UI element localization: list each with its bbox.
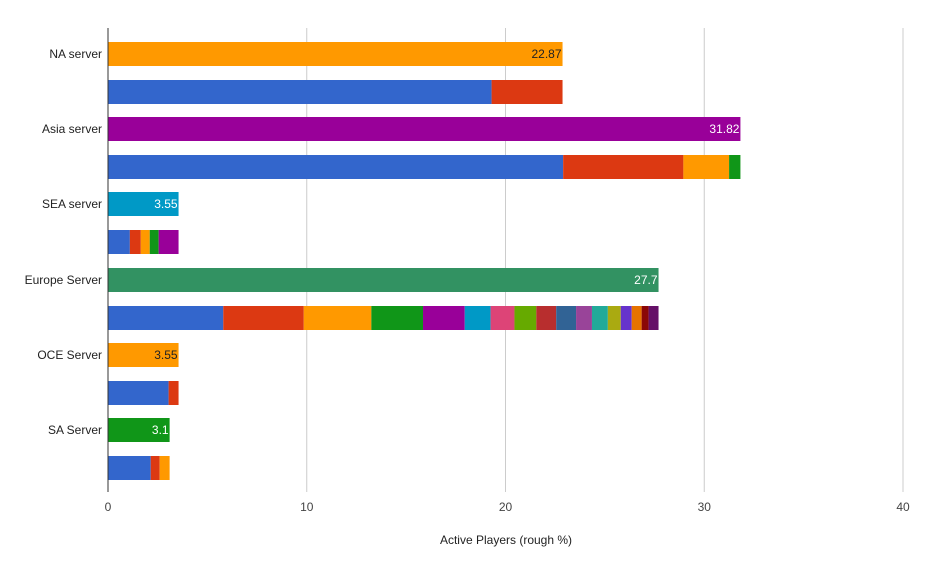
stacked-segment — [108, 381, 169, 405]
stacked-segment — [536, 306, 557, 330]
x-tick-label: 30 — [698, 500, 712, 514]
category-label: NA server — [49, 47, 102, 61]
stacked-segment — [129, 230, 141, 254]
stacked-segment — [158, 230, 179, 254]
stacked-segment — [168, 381, 179, 405]
bars: 22.87 31.82 3.55 27.7 3.55 3.1 — [108, 42, 741, 480]
stacked-segment — [620, 306, 632, 330]
stacked-segment — [648, 306, 659, 330]
stacked-segment — [729, 155, 741, 179]
stacked-segment — [490, 306, 515, 330]
category-label: Asia server — [42, 122, 102, 136]
stacked-segment — [303, 306, 372, 330]
stacked-segment — [556, 306, 577, 330]
x-axis-title: Active Players (rough %) — [440, 533, 572, 547]
category-labels: NA server Asia server SEA server Europe Ser… — [25, 47, 102, 437]
stacked-segment — [149, 230, 159, 254]
total-bar — [108, 42, 563, 66]
stacked-segment — [108, 155, 564, 179]
stacked-segment — [371, 306, 424, 330]
stacked-segment — [683, 155, 730, 179]
stacked-segment — [159, 456, 170, 480]
category-label: Europe Server — [25, 273, 102, 287]
stacked-segment — [591, 306, 608, 330]
data-label: 3.1 — [152, 423, 169, 437]
x-tick-label: 10 — [300, 500, 314, 514]
stacked-segment — [423, 306, 465, 330]
stacked-segment — [108, 230, 130, 254]
x-tick-label: 0 — [105, 500, 112, 514]
total-bar — [108, 268, 659, 292]
category-label: OCE Server — [37, 348, 102, 362]
stacked-segment — [108, 306, 224, 330]
category-label: SEA server — [42, 197, 102, 211]
category-label: SA Server — [48, 423, 102, 437]
stacked-segment — [108, 80, 492, 104]
x-tick-labels: 0 10 20 30 40 — [105, 500, 910, 514]
stacked-segment — [140, 230, 150, 254]
stacked-segment — [491, 80, 563, 104]
data-label: 3.55 — [154, 197, 178, 211]
total-bar — [108, 117, 741, 141]
data-label: 27.7 — [634, 273, 658, 287]
stacked-segment — [631, 306, 642, 330]
data-label: 22.87 — [532, 47, 562, 61]
total-bar — [108, 418, 170, 442]
total-bar — [108, 192, 179, 216]
stacked-segment — [108, 456, 151, 480]
stacked-segment — [464, 306, 491, 330]
data-label: 3.55 — [154, 348, 178, 362]
stacked-segment — [641, 306, 649, 330]
stacked-segment — [514, 306, 537, 330]
gridlines — [306, 28, 904, 492]
total-bar — [108, 343, 179, 367]
stacked-segment — [223, 306, 304, 330]
stacked-segment — [607, 306, 621, 330]
data-label: 31.82 — [709, 122, 739, 136]
stacked-segment — [150, 456, 160, 480]
x-tick-label: 40 — [896, 500, 910, 514]
x-tick-label: 20 — [499, 500, 513, 514]
stacked-segment — [563, 155, 684, 179]
stacked-segment — [576, 306, 592, 330]
